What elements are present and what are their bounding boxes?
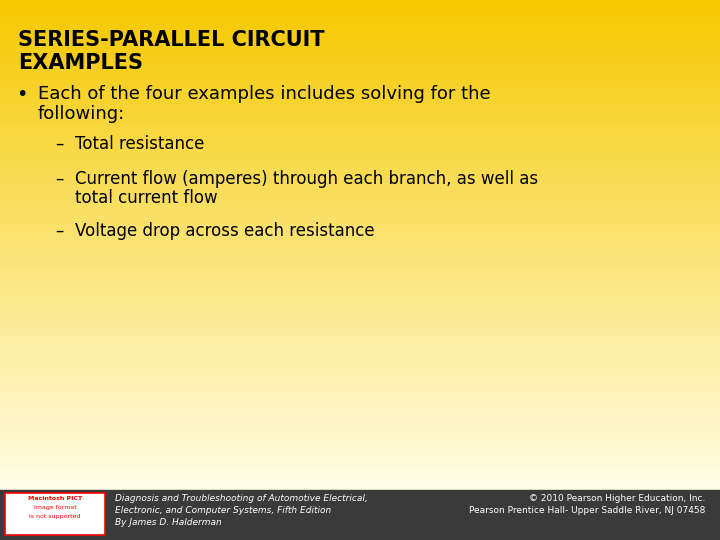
Text: Total resistance: Total resistance bbox=[75, 135, 204, 153]
Text: Macintosh PICT: Macintosh PICT bbox=[28, 496, 82, 501]
Text: following:: following: bbox=[38, 105, 125, 123]
Text: Each of the four examples includes solving for the: Each of the four examples includes solvi… bbox=[38, 85, 490, 103]
FancyBboxPatch shape bbox=[5, 493, 105, 535]
Text: SERIES-PARALLEL CIRCUIT: SERIES-PARALLEL CIRCUIT bbox=[18, 30, 325, 50]
Text: Voltage drop across each resistance: Voltage drop across each resistance bbox=[75, 222, 374, 240]
Text: Diagnosis and Troubleshooting of Automotive Electrical,: Diagnosis and Troubleshooting of Automot… bbox=[115, 494, 368, 503]
Text: •: • bbox=[16, 85, 27, 104]
Text: –: – bbox=[55, 170, 63, 188]
Text: –: – bbox=[55, 135, 63, 153]
Text: total current flow: total current flow bbox=[75, 189, 217, 207]
Text: Image format: Image format bbox=[34, 505, 76, 510]
Text: EXAMPLES: EXAMPLES bbox=[18, 53, 143, 73]
Text: is not supported: is not supported bbox=[30, 514, 81, 519]
Text: By James D. Halderman: By James D. Halderman bbox=[115, 518, 222, 527]
Text: –: – bbox=[55, 222, 63, 240]
Text: Current flow (amperes) through each branch, as well as: Current flow (amperes) through each bran… bbox=[75, 170, 538, 188]
Text: © 2010 Pearson Higher Education, Inc.: © 2010 Pearson Higher Education, Inc. bbox=[528, 494, 705, 503]
Text: Pearson Prentice Hall- Upper Saddle River, NJ 07458: Pearson Prentice Hall- Upper Saddle Rive… bbox=[469, 506, 705, 515]
Text: Electronic, and Computer Systems, Fifth Edition: Electronic, and Computer Systems, Fifth … bbox=[115, 506, 331, 515]
